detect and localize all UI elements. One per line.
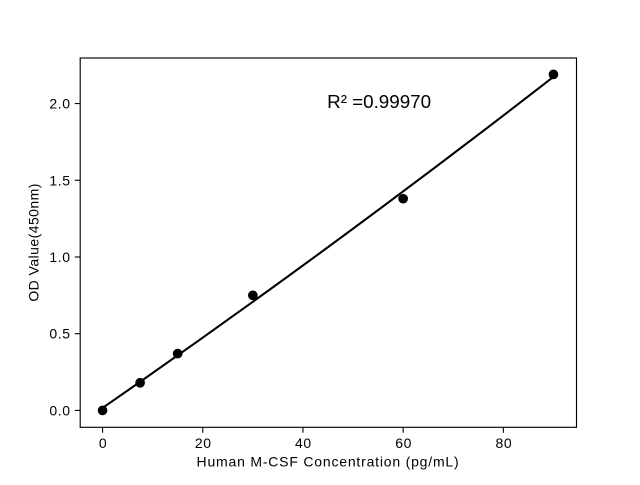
svg-text:0.5: 0.5 bbox=[49, 326, 70, 342]
svg-text:0: 0 bbox=[99, 435, 107, 451]
svg-text:Human M-CSF Concentration (pg/: Human M-CSF Concentration (pg/mL) bbox=[197, 454, 460, 470]
svg-text:OD Value(450nm): OD Value(450nm) bbox=[26, 183, 42, 302]
svg-text:20: 20 bbox=[195, 435, 212, 451]
svg-text:2.0: 2.0 bbox=[49, 96, 70, 112]
svg-text:R² =0.99970: R² =0.99970 bbox=[327, 91, 431, 112]
svg-text:80: 80 bbox=[495, 435, 512, 451]
svg-text:1.0: 1.0 bbox=[49, 249, 70, 265]
svg-text:60: 60 bbox=[395, 435, 412, 451]
svg-text:0.0: 0.0 bbox=[49, 402, 70, 418]
svg-text:40: 40 bbox=[295, 435, 312, 451]
svg-text:1.5: 1.5 bbox=[49, 172, 70, 188]
